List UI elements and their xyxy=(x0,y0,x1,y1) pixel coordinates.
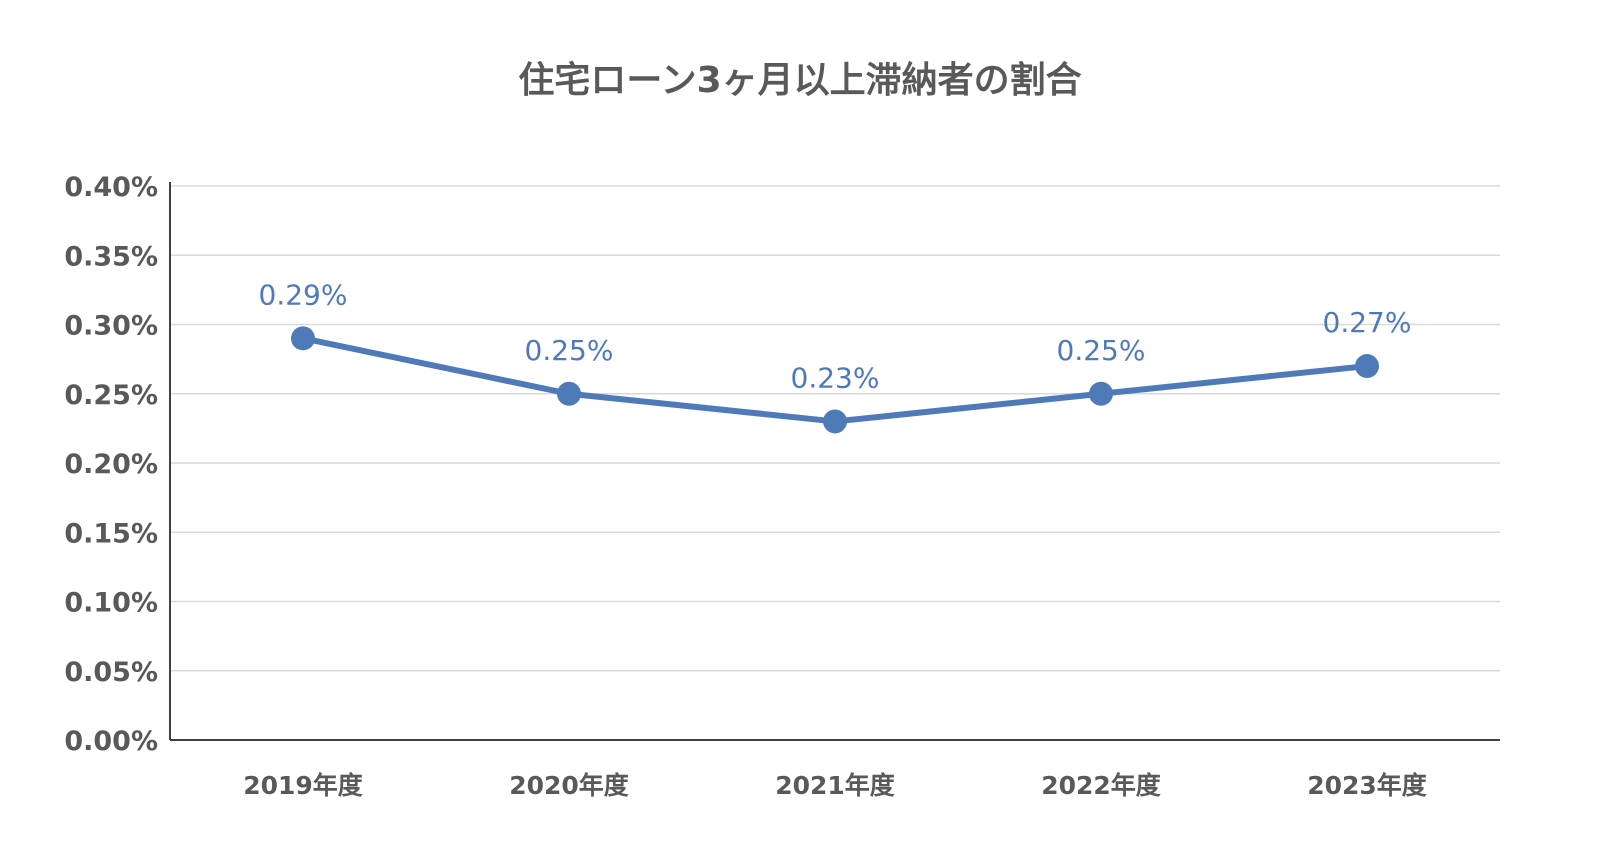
y-tick-label: 0.10% xyxy=(64,588,158,619)
data-label: 0.25% xyxy=(1057,334,1146,367)
series-line-group xyxy=(291,326,1379,434)
y-tick-label: 0.20% xyxy=(64,449,158,480)
y-tick-label: 0.40% xyxy=(64,172,158,203)
data-label: 0.23% xyxy=(791,361,880,394)
data-label: 0.25% xyxy=(525,334,614,367)
x-axis-ticks: 2019年度 2020年度 2021年度 2022年度 2023年度 xyxy=(243,771,1427,800)
x-tick-label: 2020年度 xyxy=(509,771,629,800)
axes xyxy=(169,182,1500,741)
y-tick-label: 0.05% xyxy=(64,657,158,688)
data-point xyxy=(823,409,847,434)
y-tick-label: 0.15% xyxy=(64,518,158,549)
x-tick-label: 2021年度 xyxy=(775,771,895,800)
data-labels: 0.29% 0.25% 0.23% 0.25% 0.27% xyxy=(259,278,1412,394)
y-axis-ticks: 0.00% 0.05% 0.10% 0.15% 0.20% 0.25% 0.30% 0.35%… xyxy=(64,172,158,757)
gridlines xyxy=(170,185,1500,672)
data-point xyxy=(1089,381,1113,406)
data-point xyxy=(291,326,315,351)
chart-title: 住宅ローン3ヶ月以上滞納者の割合 xyxy=(518,59,1081,101)
x-tick-label: 2023年度 xyxy=(1307,771,1427,800)
x-tick-label: 2019年度 xyxy=(243,771,363,800)
y-tick-label: 0.25% xyxy=(64,380,158,411)
x-tick-label: 2022年度 xyxy=(1041,771,1161,800)
data-point xyxy=(557,381,581,406)
y-tick-label: 0.35% xyxy=(64,241,158,272)
y-tick-label: 0.00% xyxy=(64,726,158,757)
y-tick-label: 0.30% xyxy=(64,311,158,342)
data-label: 0.27% xyxy=(1323,306,1412,339)
data-point xyxy=(1355,354,1379,379)
data-label: 0.29% xyxy=(259,278,348,311)
